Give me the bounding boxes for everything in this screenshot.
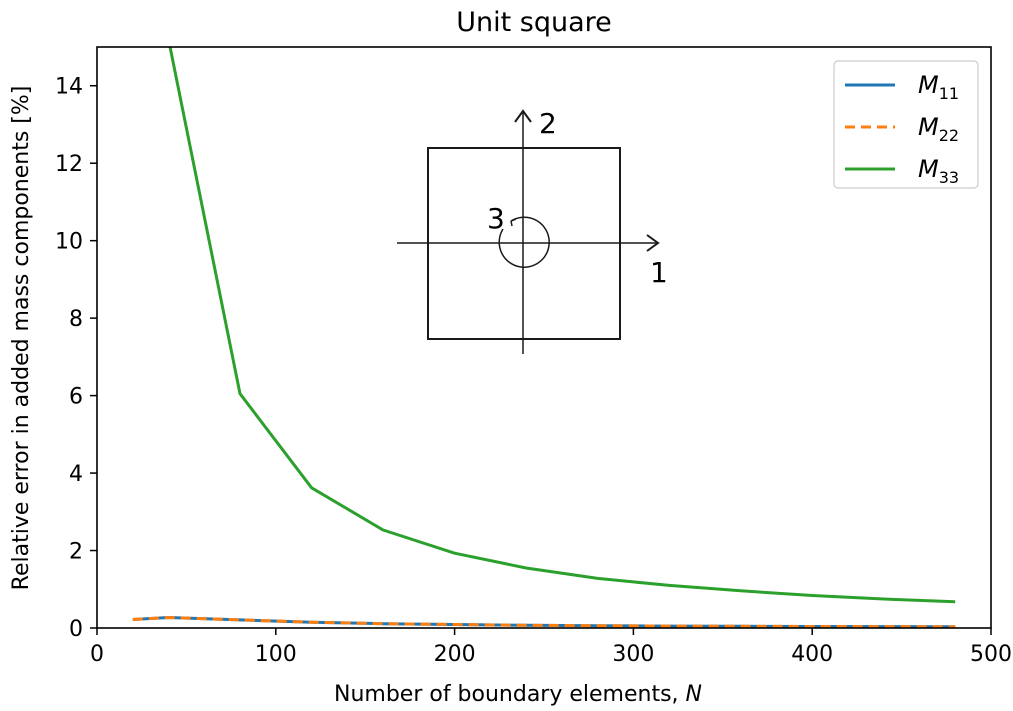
x-axis-label: Number of boundary elements, N <box>334 682 702 707</box>
x-tick-label: 400 <box>791 642 833 667</box>
x-tick-label: 500 <box>970 642 1012 667</box>
plot-frame <box>96 46 992 629</box>
series-line-m33 <box>168 47 956 604</box>
inset-rotation-arc <box>498 216 550 268</box>
coordinate-inset: 1 2 3 <box>397 107 668 354</box>
x-ticks: 0 100 200 300 400 500 <box>90 628 1012 667</box>
inset-axis-3-label: 3 <box>487 202 505 235</box>
series-line-m22 <box>132 616 956 628</box>
y-tick-label: 8 <box>69 307 83 332</box>
y-tick-label: 2 <box>69 540 83 565</box>
y-tick-label: 0 <box>69 617 83 642</box>
y-tick-label: 14 <box>55 75 83 100</box>
inset-axis-1-label: 1 <box>650 256 668 289</box>
x-tick-label: 300 <box>612 642 654 667</box>
chart-title: Unit square <box>456 7 612 38</box>
x-tick-label: 100 <box>255 642 297 667</box>
inset-axis-2-arrowhead <box>514 109 532 123</box>
y-tick-label: 4 <box>69 462 83 487</box>
legend-frame <box>833 60 979 189</box>
y-tick-label: 6 <box>69 385 83 410</box>
x-tick-label: 0 <box>90 642 104 667</box>
series-line-m11 <box>132 616 956 628</box>
x-tick-label: 200 <box>434 642 476 667</box>
legend-label-m22: M22 <box>918 113 959 145</box>
inset-axis-2-label: 2 <box>539 107 557 140</box>
series-layer <box>132 47 956 628</box>
y-axis-label: Relative error in added mass components … <box>9 86 34 591</box>
inset-rotation-arrowhead <box>510 218 517 227</box>
inset-axis-1-arrowhead <box>646 234 660 252</box>
y-ticks: 0 2 4 6 8 10 12 14 <box>55 75 97 642</box>
y-tick-label: 10 <box>55 230 83 255</box>
y-tick-label: 12 <box>55 152 83 177</box>
